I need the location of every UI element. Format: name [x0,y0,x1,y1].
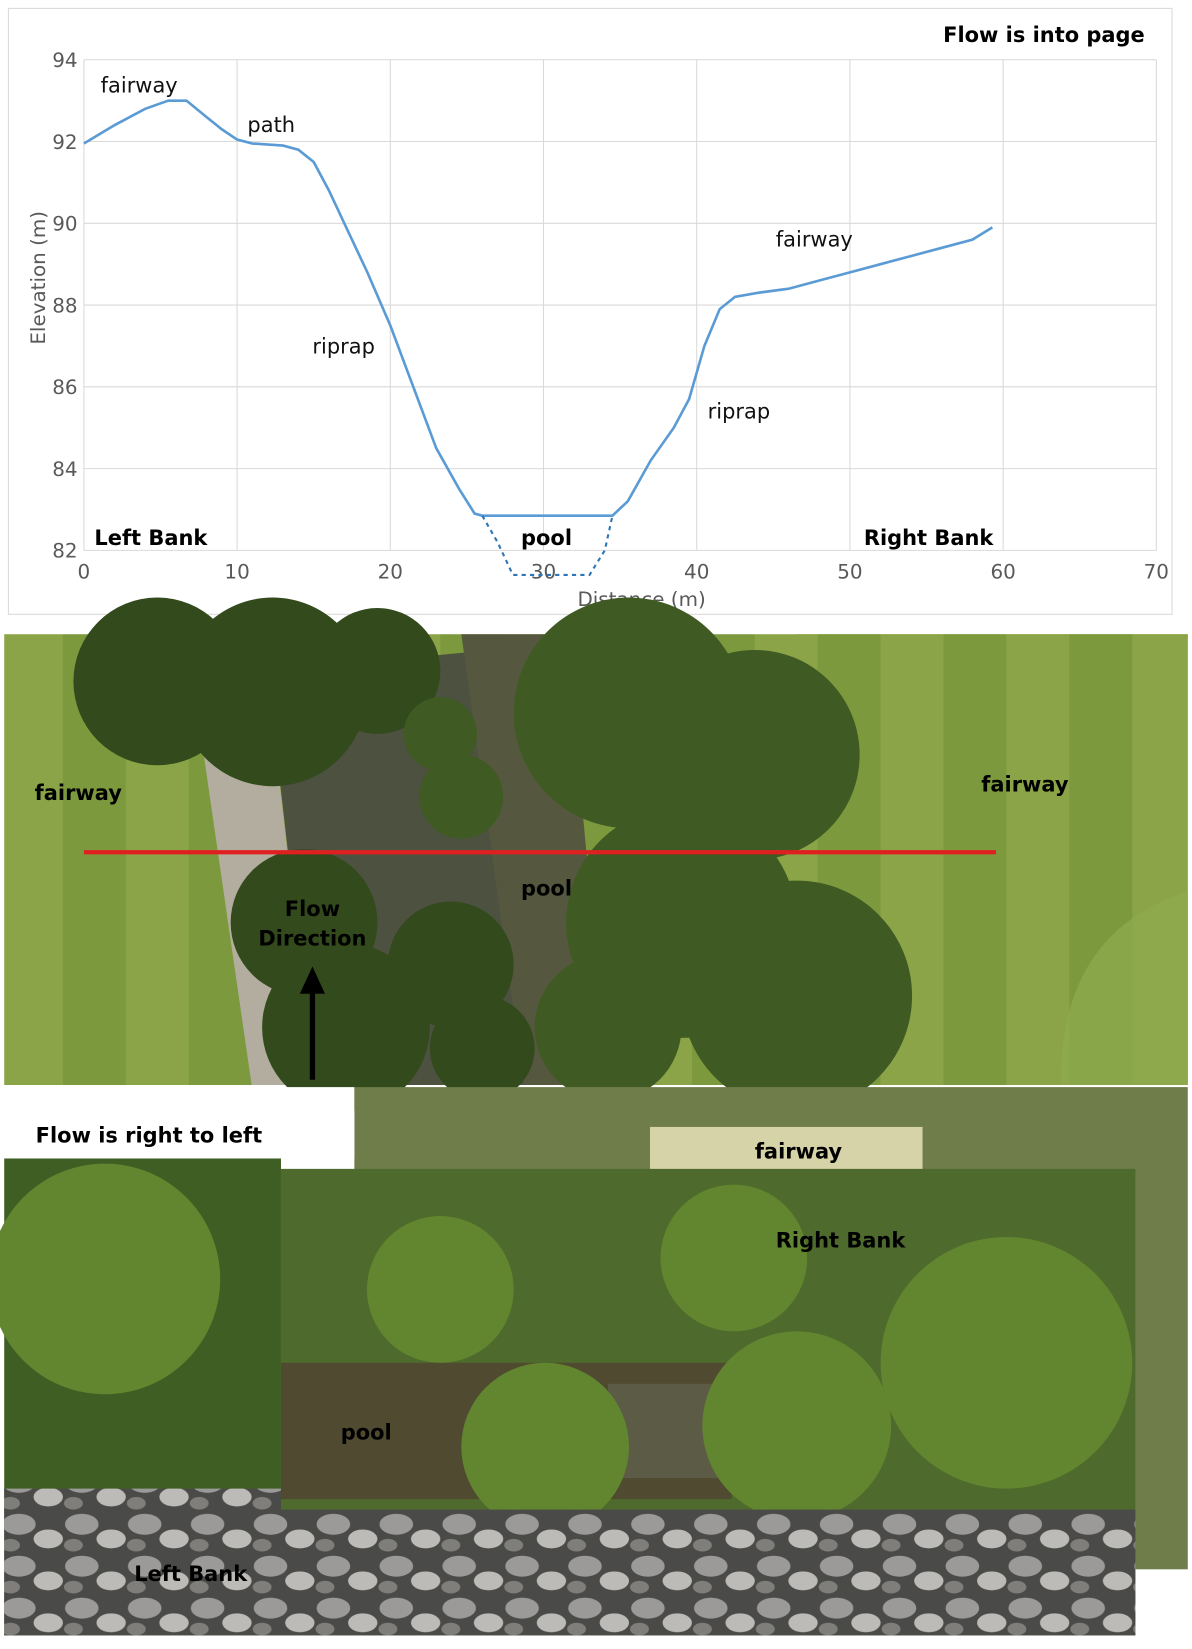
annotation: riprap [312,334,375,358]
photo-label: fairway [755,1139,843,1163]
annotation: path [247,113,295,137]
y-tick-label: 92 [52,131,77,154]
x-tick-label: 50 [837,561,862,584]
annotation: fairway [101,73,178,97]
photo-label: Right Bank [776,1228,907,1252]
photo-label: fairway [35,781,123,805]
ground-labels: Flow is right to left fairway Right Bank po… [36,1124,907,1586]
y-tick-label: 82 [52,540,77,563]
annotation: fairway [776,227,853,251]
profile-line [83,99,994,517]
y-tick-label: 90 [52,213,77,236]
chart: 82848688909294010203040506070Distance (m… [27,23,1169,611]
y-tick-label: 94 [52,49,77,72]
y-tick-label: 84 [52,458,77,481]
annotation: riprap [708,399,771,423]
y-axis-title: Elevation (m) [27,211,50,345]
photo-label: Left Bank [134,1562,248,1586]
annotation: pool [521,526,572,550]
x-tick-label: 0 [78,561,91,584]
flow-label: Flow [285,897,340,921]
aerial-labels: fairway fairway pool Flow Direction [35,772,1069,950]
photo-label: pool [521,876,572,900]
x-tick-label: 60 [990,561,1015,584]
annotation: Left Bank [94,526,208,550]
chart-title: Flow is into page [943,23,1145,47]
flow-label: Direction [258,927,366,951]
photo-label: fairway [981,772,1069,796]
aerial-photo [4,597,1188,1112]
x-tick-label: 30 [531,561,556,584]
chart-frame [7,7,1173,615]
ground-photo [0,1087,1188,1636]
x-tick-label: 20 [378,561,403,584]
y-tick-label: 86 [52,376,77,399]
y-tick-label: 88 [52,294,77,317]
x-tick-label: 70 [1144,561,1169,584]
photo-caption: Flow is right to left [36,1124,262,1148]
photo-label: pool [341,1420,392,1444]
x-tick-label: 40 [684,561,709,584]
profile-line [481,515,614,576]
x-tick-label: 10 [224,561,249,584]
annotation: Right Bank [864,526,995,550]
